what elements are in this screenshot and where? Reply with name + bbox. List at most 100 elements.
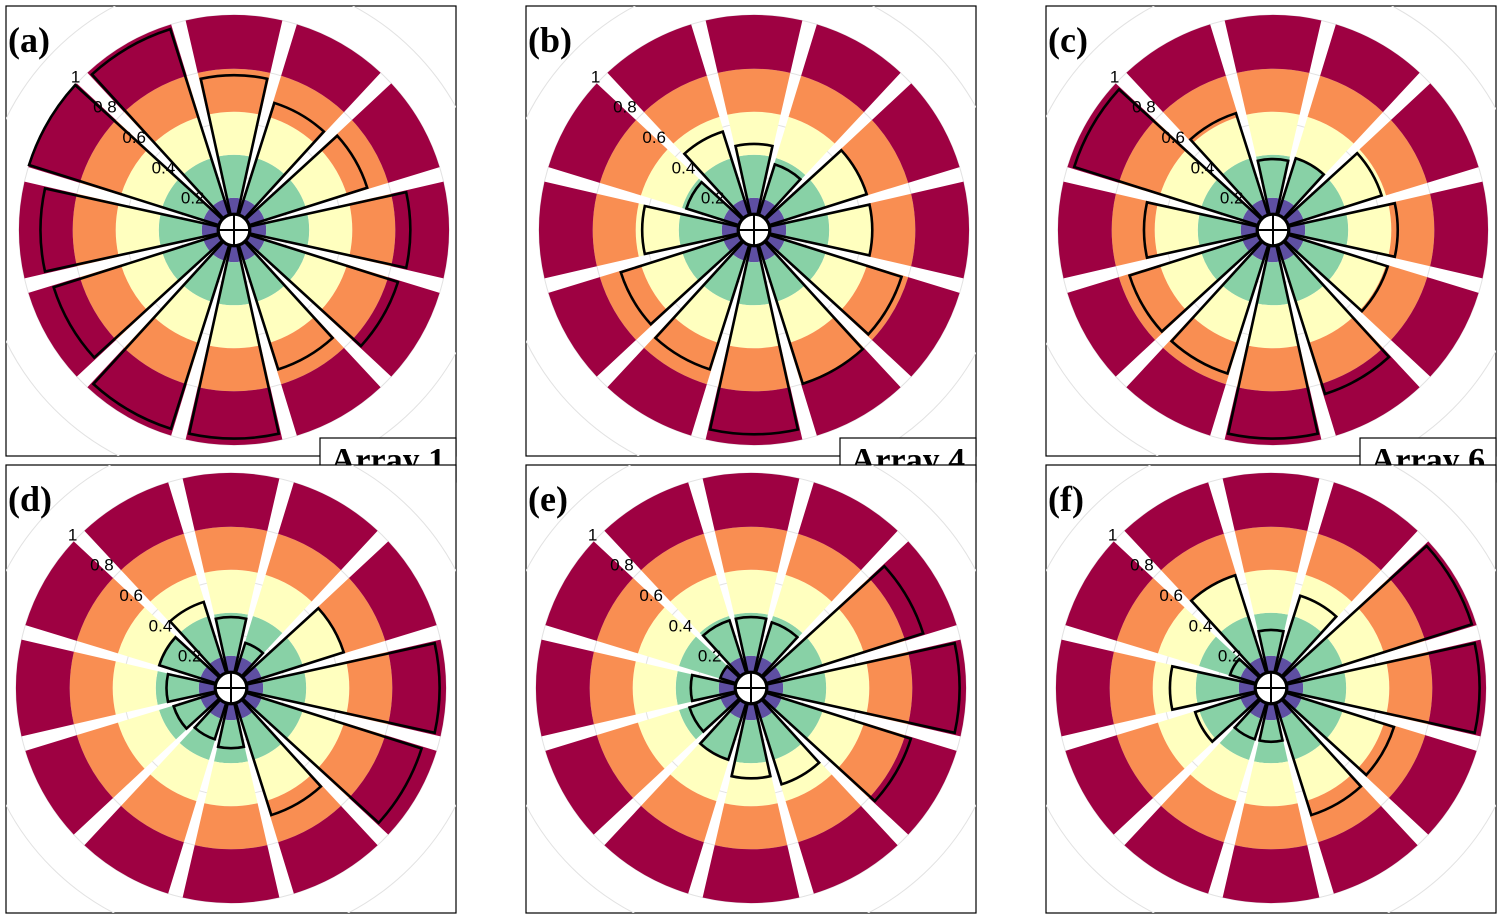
sector-band-4 <box>837 578 906 654</box>
radial-tick-label: 0.8 <box>610 556 634 575</box>
sector-band-3 <box>773 574 832 633</box>
sector-band-5 <box>1124 805 1224 894</box>
sector-band-3 <box>1328 149 1387 208</box>
sector-band-2 <box>679 636 728 679</box>
sector-2 <box>1275 482 1418 677</box>
sector-band-5 <box>604 482 704 571</box>
radial-tick-label: 0.2 <box>178 647 202 666</box>
sector-band-5 <box>281 24 381 113</box>
sector-band-4 <box>197 68 271 115</box>
sector-band-5 <box>868 541 957 641</box>
sector-band-5 <box>348 735 437 835</box>
radial-tick-label: 1 <box>68 525 77 544</box>
radial-tick-label: 0.8 <box>1132 98 1156 117</box>
sector-band-5 <box>1390 277 1479 377</box>
grid-ring <box>18 14 450 446</box>
radial-tick-label: 0.2 <box>181 189 205 208</box>
panel-e: 0.2 0.4 0.6 0.8 1 (e) <box>525 464 977 914</box>
sector-band-4 <box>714 803 788 850</box>
radial-tick-label: 0.6 <box>122 128 146 147</box>
sector-band-4 <box>76 722 145 798</box>
sector-band-4 <box>1116 578 1185 654</box>
sector-band-5 <box>1318 482 1418 571</box>
sector-band-3 <box>827 203 873 257</box>
sector-band-4 <box>589 651 636 725</box>
sector-band-3 <box>776 285 835 344</box>
sector-band-5 <box>548 277 637 377</box>
sector-band-3 <box>1192 285 1251 344</box>
sector-band-5 <box>1320 24 1420 113</box>
sector-band-4 <box>1161 774 1237 843</box>
radial-tick-label: 0.8 <box>90 556 114 575</box>
sector-band-5 <box>801 24 901 113</box>
sector-band-3 <box>153 116 212 175</box>
sector-band-4 <box>592 193 639 267</box>
radial-tick-label: 0.8 <box>1130 556 1154 575</box>
sector-band-5 <box>25 541 114 641</box>
radial-tick-label: 0.4 <box>152 158 176 177</box>
panel-a: 0.2 0.4 0.6 0.8 1 (a) <box>5 5 457 457</box>
sector-band-3 <box>1152 661 1198 715</box>
sector-4 <box>1286 639 1486 737</box>
sector-band-3 <box>673 285 732 344</box>
sector-10 <box>539 181 739 279</box>
sector-band-3 <box>1190 743 1249 802</box>
radial-tick-label: 0.2 <box>698 647 722 666</box>
sector-10 <box>1058 181 1258 279</box>
sector-band-5 <box>801 347 901 436</box>
sector-band-4 <box>1357 722 1426 798</box>
sector-3 <box>1284 83 1479 226</box>
sector-band-4 <box>76 578 145 654</box>
sector-band-4 <box>866 651 913 725</box>
sector-band-5 <box>185 387 283 445</box>
sector-band-4 <box>1234 803 1308 850</box>
sector-band-5 <box>871 83 960 183</box>
sector-band-3 <box>289 252 348 311</box>
sector-band-4 <box>1388 193 1435 267</box>
grid-ring <box>1055 472 1487 904</box>
sector-band-5 <box>16 639 74 737</box>
sector-band-5 <box>182 473 280 531</box>
sector-band-5 <box>388 639 446 737</box>
sector-band-4 <box>1118 264 1187 340</box>
sector-7 <box>185 245 283 445</box>
sector-band-3 <box>1246 303 1300 349</box>
sector-5 <box>245 234 440 377</box>
sector-band-3 <box>150 574 209 633</box>
sector-band-3 <box>637 710 696 769</box>
sector-band-3 <box>286 710 345 769</box>
sector-band-3 <box>289 149 348 208</box>
sector-2 <box>238 24 381 219</box>
radial-tick-label: 0.8 <box>93 98 117 117</box>
sector-band-5 <box>1058 181 1116 279</box>
sector-band-4 <box>869 193 916 267</box>
sector-band-5 <box>1065 735 1154 835</box>
sector-band-5 <box>1065 541 1154 641</box>
sector-4 <box>1288 181 1488 279</box>
sector-9 <box>1067 234 1262 377</box>
sector-band-5 <box>87 347 187 436</box>
sector-band-4 <box>641 774 717 843</box>
sector-band-3 <box>207 111 261 157</box>
sector-band-3 <box>1159 149 1218 208</box>
sector-band-5 <box>1318 805 1418 894</box>
sector-11 <box>1065 541 1260 684</box>
radial-tick-label: 1 <box>588 525 597 544</box>
sector-band-2 <box>179 711 222 760</box>
sector-band-5 <box>545 735 634 835</box>
sector-band-5 <box>1224 15 1322 73</box>
sector-band-3 <box>806 710 865 769</box>
panel-d: 0.2 0.4 0.6 0.8 1 (d) <box>5 464 457 914</box>
sector-band-4 <box>1359 120 1428 196</box>
panel-b: 0.2 0.4 0.6 0.8 1 (b) <box>525 5 977 457</box>
sector-band-3 <box>1190 574 1249 633</box>
sector-band-5 <box>536 639 594 737</box>
sector-band-5 <box>539 181 597 279</box>
sector-11 <box>545 541 740 684</box>
sector-band-5 <box>348 541 437 641</box>
sector-band-4 <box>717 68 791 115</box>
sector-band-5 <box>911 181 969 279</box>
sector-band-3 <box>1244 761 1298 807</box>
sector-band-5 <box>1388 541 1477 641</box>
sector-band-3 <box>253 574 312 633</box>
